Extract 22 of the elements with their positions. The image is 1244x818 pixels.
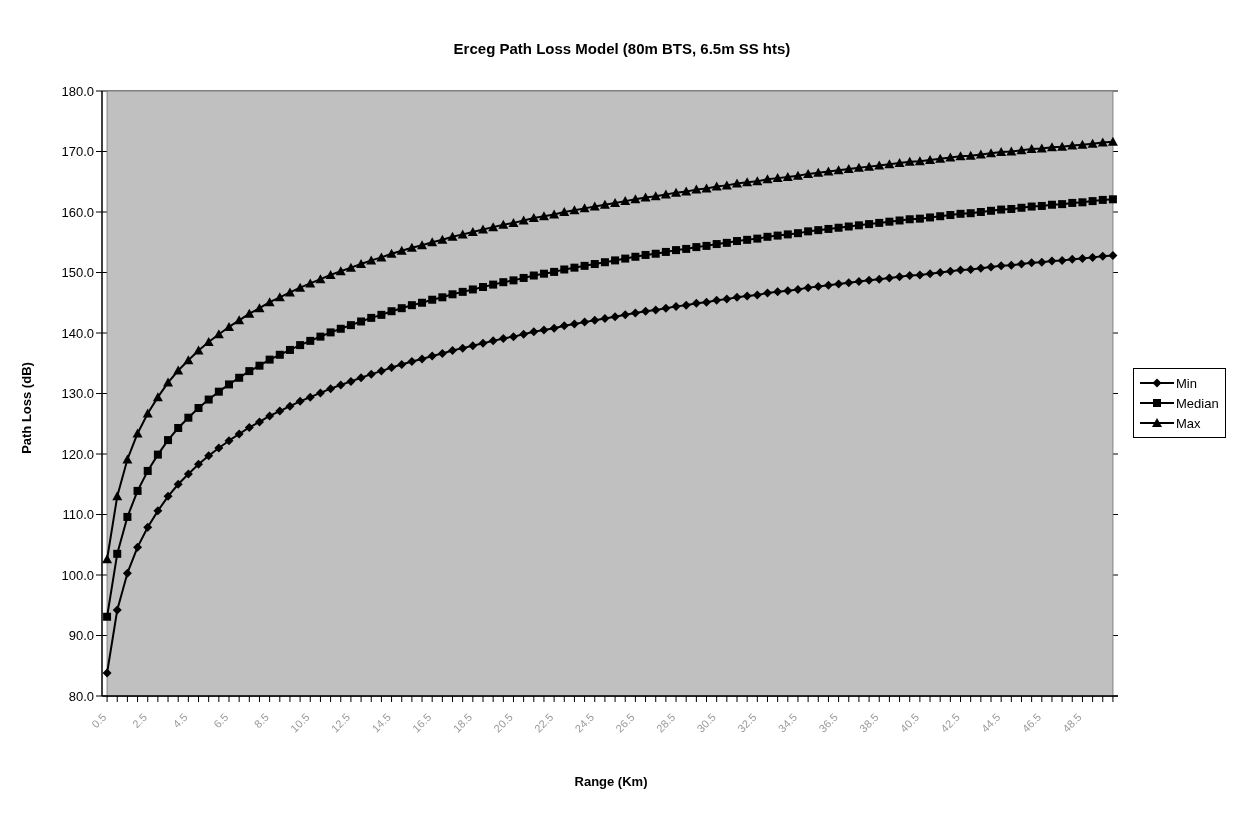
legend-label: Median <box>1176 395 1219 411</box>
y-tick-label: 140.0 <box>61 325 94 341</box>
y-tick-label: 170.0 <box>61 144 94 160</box>
y-tick-label: 80.0 <box>68 688 94 704</box>
x-tick-label: 8.5 <box>251 710 272 731</box>
chart-title: Erceg Path Loss Model (80m BTS, 6.5m SS hts) <box>452 40 792 57</box>
y-tick-label: 160.0 <box>61 204 94 220</box>
x-tick-label: 6.5 <box>211 710 231 731</box>
x-tick-label: 4.5 <box>170 710 190 731</box>
y-tick-label: 110.0 <box>62 507 94 523</box>
legend-label: Max <box>1176 415 1201 431</box>
y-tick-label: 120.0 <box>61 446 94 462</box>
y-tick-label: 180.0 <box>61 83 94 99</box>
y-tick-label: 130.0 <box>61 386 94 402</box>
x-tick-label: 0.5 <box>89 710 109 731</box>
x-axis-title: Range (Km) <box>573 774 649 789</box>
y-tick-label: 100.0 <box>61 567 94 583</box>
y-axis-title: Path Loss (dB) <box>18 362 34 454</box>
y-tick-label: 90.0 <box>68 628 94 644</box>
legend-label: Min <box>1176 375 1197 391</box>
y-tick-label: 150.0 <box>61 265 94 281</box>
x-tick-label: 2.5 <box>129 710 150 731</box>
